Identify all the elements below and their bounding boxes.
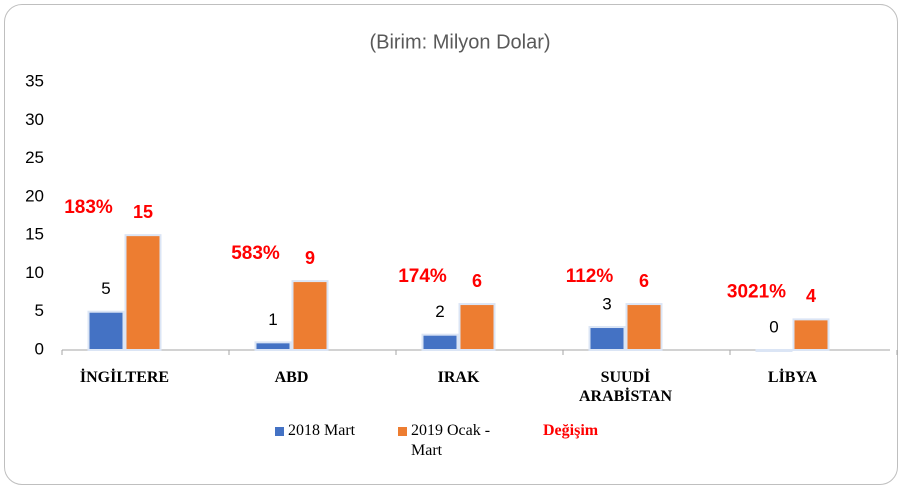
x-tick-label: İNGİLTERE xyxy=(79,369,170,386)
data-label: 1 xyxy=(268,310,277,329)
bar xyxy=(588,326,626,351)
change-label: 583% xyxy=(231,243,280,264)
data-label: 9 xyxy=(305,248,315,268)
x-tick-label: LİBYA xyxy=(767,369,818,386)
data-label: 0 xyxy=(769,317,778,336)
legend-swatch xyxy=(275,427,284,436)
y-tick-label: 0 xyxy=(35,339,44,358)
change-label: 183% xyxy=(64,197,113,218)
y-tick-label: 20 xyxy=(25,186,44,205)
data-label: 6 xyxy=(472,271,482,291)
y-tick-label: 10 xyxy=(25,263,44,282)
change-label: 3021% xyxy=(727,281,786,302)
data-label: 4 xyxy=(806,286,816,306)
bar xyxy=(291,280,329,352)
bar xyxy=(792,318,830,351)
bar xyxy=(458,303,496,351)
legend-label: 2018 Mart xyxy=(288,422,356,439)
bar xyxy=(254,341,292,352)
y-tick-label: 25 xyxy=(25,148,44,167)
data-label: 15 xyxy=(133,202,153,222)
bar xyxy=(625,303,663,351)
bar xyxy=(421,333,459,351)
change-label: 112% xyxy=(566,266,614,287)
chart-card xyxy=(4,4,898,485)
y-tick-label: 30 xyxy=(25,110,44,129)
data-label: 6 xyxy=(639,271,649,291)
legend-swatch xyxy=(398,427,407,436)
data-label: 5 xyxy=(101,279,110,298)
y-tick-label: 5 xyxy=(35,301,44,320)
chart-title: (Birim: Milyon Dolar) xyxy=(369,31,550,53)
bar xyxy=(87,310,125,352)
y-tick-label: 15 xyxy=(25,225,44,244)
bar xyxy=(755,349,793,352)
legend-label: Değişim xyxy=(543,422,599,439)
data-label: 2 xyxy=(435,302,444,321)
data-label: 3 xyxy=(602,295,611,314)
y-tick-label: 35 xyxy=(25,71,44,90)
x-tick-label: ABD xyxy=(274,369,309,386)
x-tick-label: IRAK xyxy=(437,369,480,386)
x-tick-label: SUUDİ ARABİSTAN xyxy=(578,369,673,405)
legend-label: 2019 Ocak - Mart xyxy=(411,422,491,459)
change-label: 174% xyxy=(398,266,447,287)
bar xyxy=(124,234,162,351)
